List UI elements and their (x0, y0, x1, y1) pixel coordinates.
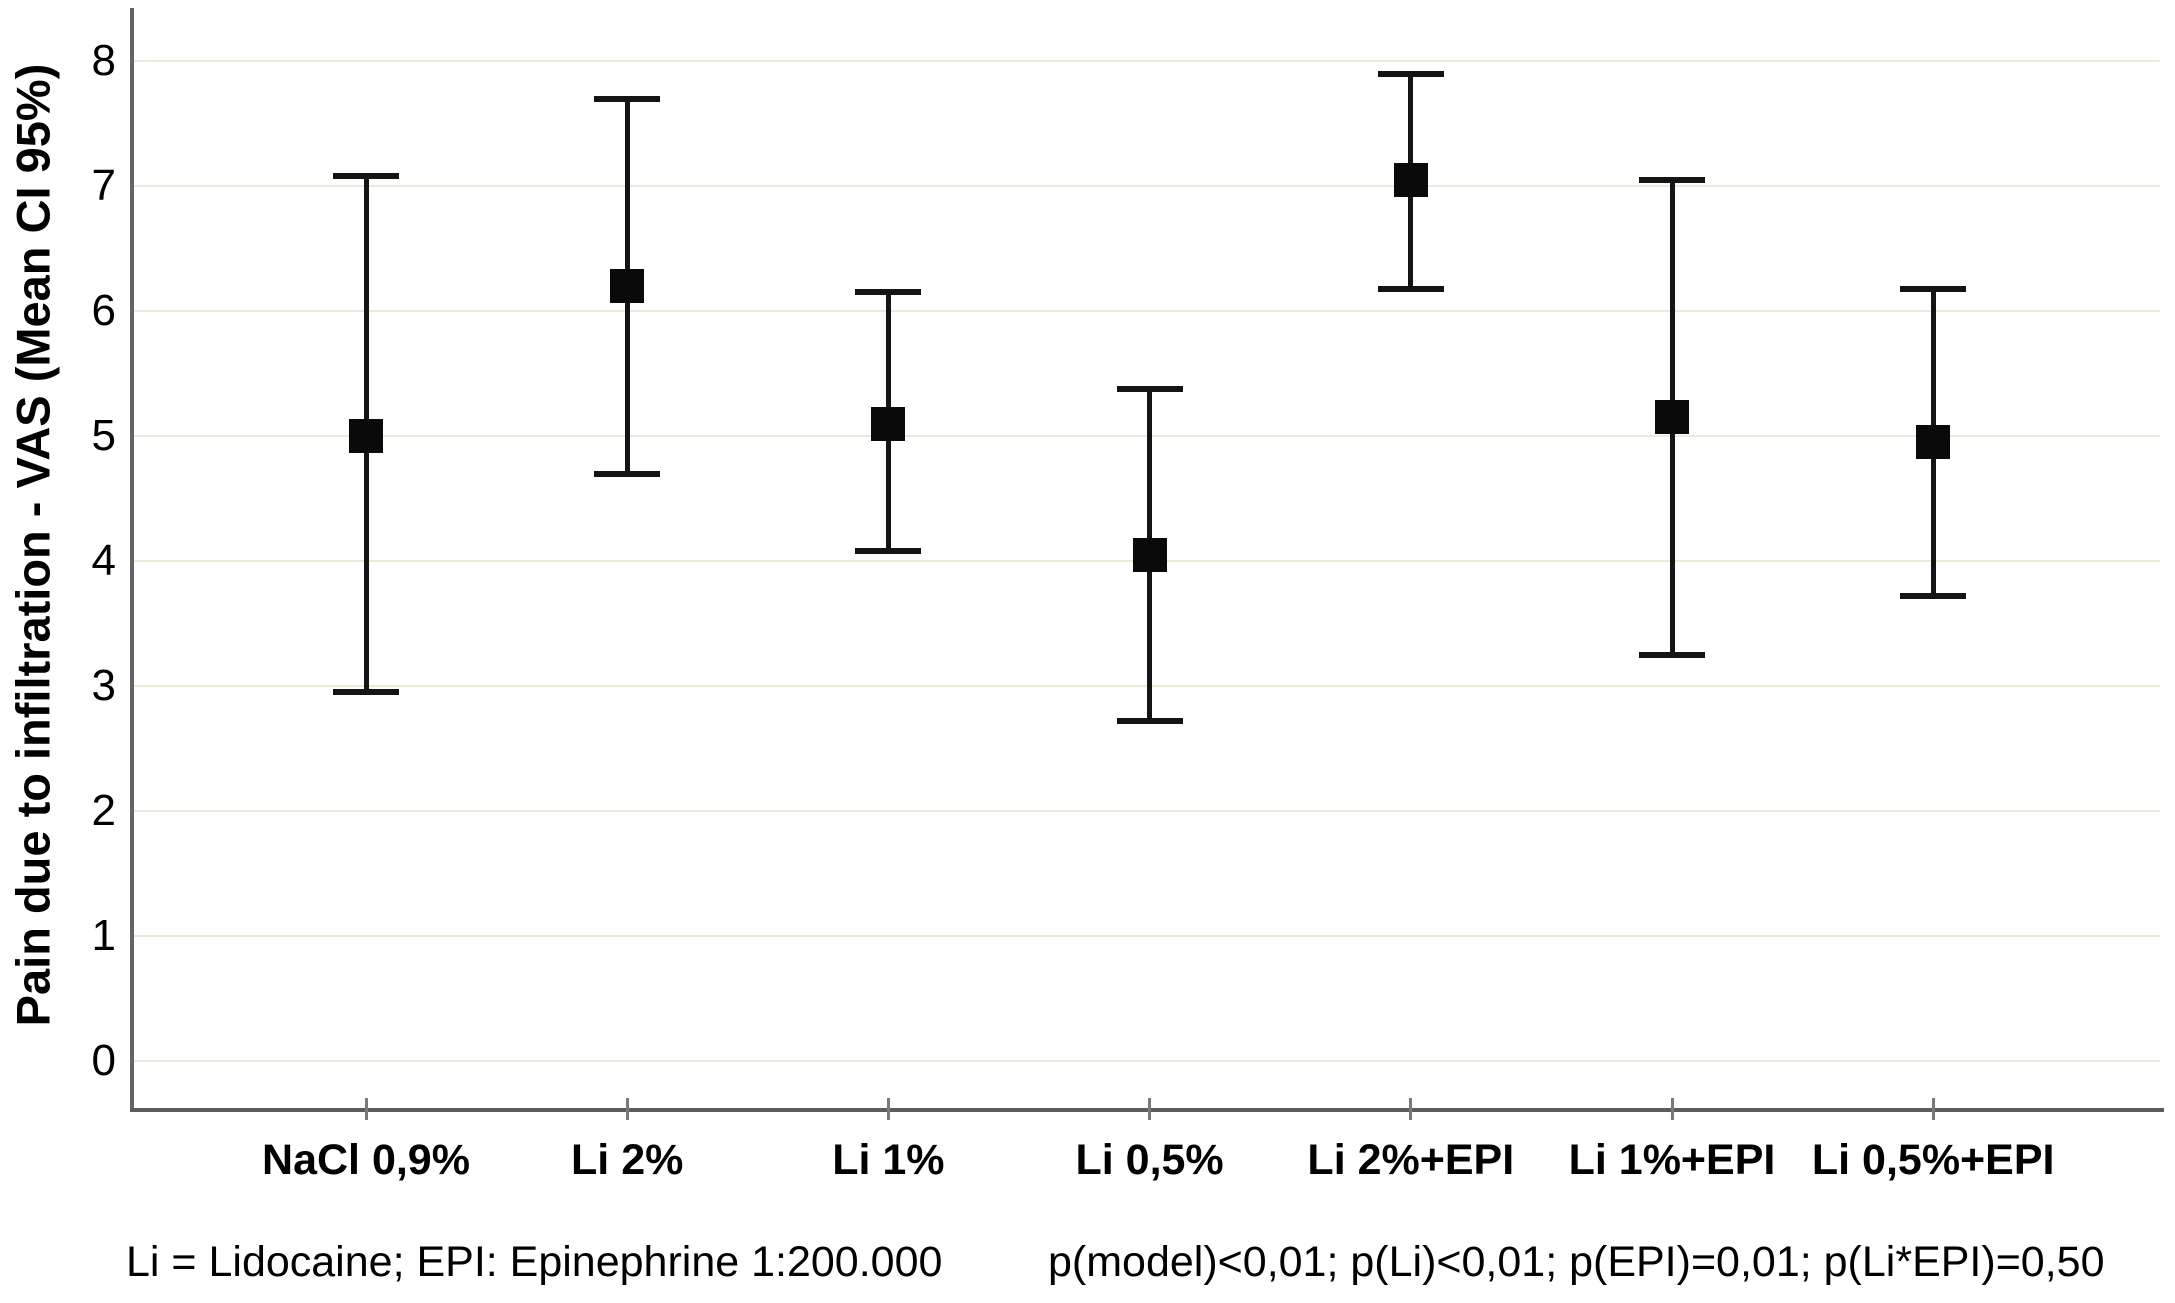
error-cap-bottom-3 (1116, 718, 1183, 724)
error-cap-top-6 (1900, 285, 1967, 292)
y-tick-label-7: 7 (91, 161, 116, 210)
error-cap-bottom-6 (1900, 593, 1967, 599)
x-tick-6 (1931, 1098, 1935, 1120)
x-tick-label-1: Li 2% (571, 1136, 684, 1184)
x-tick-3 (1148, 1098, 1152, 1120)
error-cap-top-5 (1639, 176, 1705, 183)
y-tick-label-4: 4 (91, 536, 116, 585)
error-cap-bottom-1 (594, 470, 661, 477)
x-tick-0 (364, 1098, 368, 1120)
error-cap-top-3 (1116, 385, 1183, 392)
y-tick-label-8: 8 (91, 36, 116, 85)
error-cap-bottom-4 (1377, 285, 1444, 292)
y-tick-label-5: 5 (91, 411, 116, 460)
error-cap-top-0 (333, 173, 399, 179)
x-tick-label-3: Li 0,5% (1075, 1136, 1224, 1184)
gridline-y-5 (134, 435, 2160, 437)
mean-marker-5 (1655, 400, 1689, 435)
y-axis-line (130, 8, 134, 1112)
mean-marker-0 (349, 419, 383, 453)
x-tick-1 (625, 1098, 629, 1120)
error-cap-top-1 (594, 95, 661, 102)
y-tick-label-0: 0 (91, 1036, 116, 1085)
footnote-pvalues: p(model)<0,01; p(Li)<0,01; p(EPI)=0,01; … (1048, 1238, 2105, 1286)
gridline-y-8 (134, 60, 2160, 62)
x-tick-label-2: Li 1% (832, 1136, 945, 1184)
gridline-y-6 (134, 310, 2160, 312)
error-cap-top-2 (855, 289, 922, 296)
x-tick-2 (886, 1098, 890, 1120)
error-cap-bottom-5 (1639, 651, 1705, 658)
y-tick-label-1: 1 (91, 911, 116, 960)
y-tick-label-3: 3 (91, 661, 116, 710)
error-cap-bottom-0 (333, 689, 399, 696)
x-tick-label-4: Li 2%+EPI (1307, 1136, 1515, 1184)
gridline-y-1 (134, 935, 2160, 937)
mean-marker-4 (1393, 162, 1428, 197)
y-tick-label-2: 2 (91, 786, 116, 835)
x-tick-label-0: NaCl 0,9% (262, 1136, 470, 1184)
x-tick-4 (1409, 1098, 1413, 1120)
x-tick-5 (1670, 1098, 1674, 1120)
mean-marker-2 (871, 406, 906, 441)
gridline-y-7 (134, 185, 2160, 187)
mean-marker-6 (1916, 425, 1951, 460)
x-axis-line (130, 1108, 2164, 1112)
footnote-abbreviations: Li = Lidocaine; EPI: Epinephrine 1:200.0… (126, 1238, 943, 1286)
error-cap-top-4 (1377, 70, 1444, 77)
error-cap-bottom-2 (855, 548, 922, 554)
gridline-y-3 (134, 685, 2160, 687)
x-tick-label-6: Li 0,5%+EPI (1811, 1136, 2055, 1184)
mean-marker-1 (610, 269, 645, 303)
gridline-y-0 (134, 1060, 2160, 1062)
x-tick-label-5: Li 1%+EPI (1568, 1136, 1776, 1184)
y-tick-label-6: 6 (91, 286, 116, 335)
gridline-y-2 (134, 810, 2160, 812)
mean-marker-3 (1132, 537, 1167, 572)
